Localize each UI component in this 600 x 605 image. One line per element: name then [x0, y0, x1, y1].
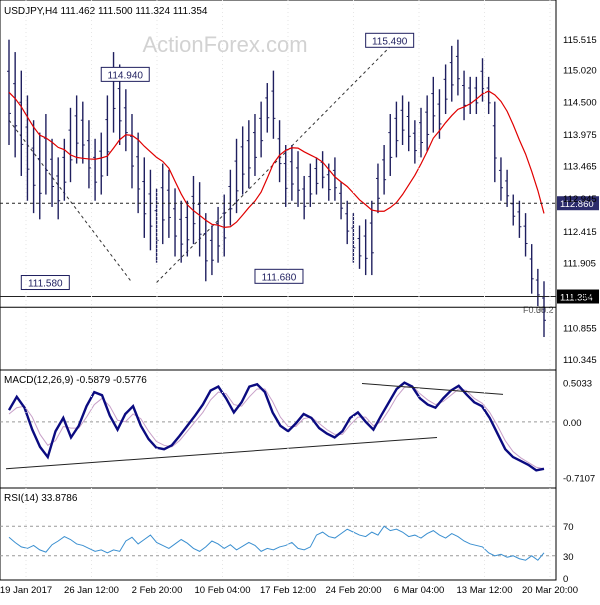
price-tag: 112.860: [560, 199, 594, 210]
macd-tick-label: 0.5033: [563, 378, 592, 389]
price-tick-label: 111.905: [563, 258, 596, 269]
watermark: ActionForex.com: [142, 32, 307, 57]
annotation-label: 111.580: [28, 279, 63, 290]
moving-average-line: [8, 90, 545, 228]
price-tick-label: 110.855: [563, 323, 597, 334]
annotation-box: [20, 275, 70, 291]
price-tick-label: 113.975: [563, 130, 597, 141]
annotation-box: [365, 32, 415, 48]
macd-tick-label: 0.00: [563, 418, 582, 429]
annotation-box: [254, 268, 304, 284]
macd-panel-frame: [0, 369, 557, 489]
price-tick-label: 111.380: [563, 291, 596, 302]
x-tick-label: 17 Feb 12:00: [260, 585, 316, 596]
price-tick-label: 112.415: [563, 227, 597, 238]
price-panel-frame: [0, 0, 557, 371]
price-tick-label: 112.945: [563, 194, 597, 205]
x-tick-label: 24 Feb 20:00: [326, 585, 382, 596]
rsi-label: RSI(14) 33.8786: [4, 493, 78, 504]
rsi-panel-frame: [0, 487, 557, 581]
symbol-info: USDJPY,H4 111.462 111.500 111.324 111.35…: [4, 6, 208, 17]
price-tick-label: 113.465: [563, 162, 597, 173]
price-tick-label: 110.345: [563, 355, 597, 366]
fib-label: F0.00: [523, 305, 546, 315]
macd-signal-line: [8, 385, 545, 470]
rsi-layer: [0, 525, 556, 561]
annotation-label: 114.940: [108, 70, 144, 81]
price-tag-bg: [557, 196, 599, 211]
rsi-tick-label: 70: [563, 522, 574, 533]
price-tag-bg: [557, 289, 599, 304]
fib-overlay-label: 38.2: [536, 305, 554, 315]
x-tick-label: 20 Mar 20:00: [522, 585, 578, 596]
annotation-label: 111.680: [262, 272, 297, 283]
price-layer: 115.490 114.940 111.580 111.680: [0, 32, 556, 338]
trend-line: [8, 119, 133, 283]
price-tick-label: 115.515: [563, 35, 597, 46]
x-tick-label: 13 Mar 12:00: [457, 585, 513, 596]
trend-line: [156, 39, 397, 283]
x-tick-label: 26 Jan 12:00: [64, 585, 119, 596]
x-tick-label: 6 Mar 04:00: [394, 585, 445, 596]
price-tick-label: 114.500: [563, 98, 597, 109]
rsi-tick-label: 0: [563, 574, 568, 585]
annotation-box: [100, 66, 150, 82]
price-tag: 111.354: [560, 293, 593, 304]
rsi-tick-label: 30: [563, 552, 574, 563]
macd-label: MACD(12,26,9) -0.5879 -0.5776: [4, 375, 147, 386]
price-tick-label: 115.020: [563, 65, 597, 76]
rsi-line: [8, 525, 545, 561]
x-tick-label: 19 Jan 2017: [0, 585, 52, 596]
macd-tick-label: -0.7107: [563, 473, 595, 484]
macd-line: [7, 381, 545, 472]
macd-trend-line: [361, 382, 504, 395]
macd-layer: [0, 381, 556, 472]
annotation-label: 115.490: [372, 36, 408, 47]
x-tick-label: 2 Feb 20:00: [132, 585, 183, 596]
x-tick-label: 10 Feb 04:00: [195, 585, 251, 596]
macd-trend-line: [5, 436, 438, 470]
